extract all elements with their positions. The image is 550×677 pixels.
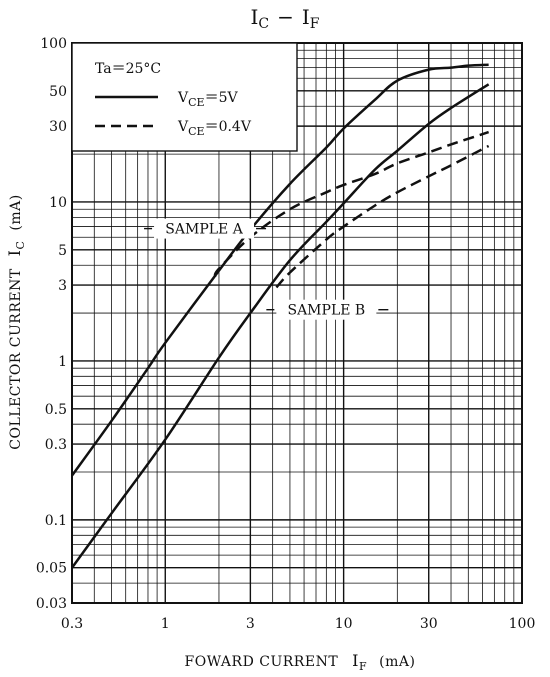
y-tick-label: 1 (58, 354, 67, 370)
y-tick-label: 10 (49, 195, 67, 211)
x-tick-label: 1 (161, 616, 170, 632)
series-line-a-solid (70, 63, 489, 477)
y-axis-label: COLLECTOR CURRENTIC(mA) (5, 194, 27, 449)
legend-condition: Ta＝25°C (95, 61, 161, 77)
series-line-b-solid (70, 83, 490, 569)
legend-entry-1: VCE＝0.4V (177, 119, 252, 138)
x-tick-label: 100 (509, 616, 536, 632)
series-line-a-dashed (213, 130, 490, 278)
y-tick-label: 50 (49, 84, 67, 100)
annotations: SAMPLE A SAMPLE B (144, 218, 389, 320)
annotation-sample-a: SAMPLE A (165, 222, 243, 238)
legend-entry-0: VCE＝5V (177, 90, 238, 109)
annotation-background (276, 299, 377, 320)
x-tick-label: 30 (420, 616, 438, 632)
x-tick-labels: 0.3 1 3 10 30 100 (61, 616, 536, 632)
y-tick-label: 0.05 (36, 561, 67, 577)
y-tick-labels: 0.03 0.05 0.1 0.3 0.5 1 3 5 10 30 50 100 (36, 36, 67, 612)
annotation-sample-b: SAMPLE B (287, 303, 365, 319)
y-tick-label: 0.03 (36, 596, 67, 612)
y-tick-label: 30 (49, 119, 67, 135)
x-tick-label: 0.3 (61, 616, 83, 632)
y-tick-label: 0.1 (45, 513, 67, 529)
series-line-b-dashed (275, 144, 490, 289)
y-tick-label: 0.3 (45, 437, 67, 453)
x-axis-label: FOWARD CURRENT IF (mA) (185, 651, 416, 673)
chart-title: IC − IF (250, 5, 319, 32)
series-group (70, 63, 490, 569)
annotation-background (154, 218, 255, 239)
y-tick-label: 100 (40, 36, 67, 52)
y-tick-label: 5 (58, 243, 67, 259)
y-tick-label: 0.5 (45, 402, 67, 418)
x-tick-label: 10 (335, 616, 353, 632)
x-tick-label: 3 (246, 616, 255, 632)
y-tick-label: 3 (58, 278, 67, 294)
